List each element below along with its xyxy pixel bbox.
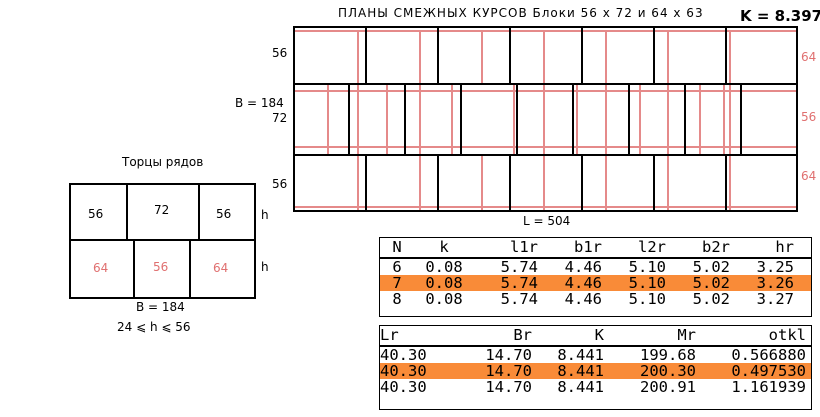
- k-value: K = 8.397: [740, 7, 820, 25]
- column-header: l1r: [510, 238, 538, 256]
- table-cell: 40.30: [380, 378, 427, 396]
- table-cell: 1.161939: [731, 378, 806, 396]
- table-cell: 8.441: [557, 346, 604, 364]
- course-row: [293, 83, 798, 156]
- ends-bottom-cell-2: 56: [153, 260, 168, 274]
- table-cell: 14.70: [485, 346, 532, 364]
- table-cell: 5.10: [628, 290, 666, 308]
- plan-title: ПЛАНЫ СМЕЖНЫХ КУРСОВ Блоки 56 x 72 и 64 …: [338, 6, 704, 20]
- column-header: K: [594, 326, 604, 344]
- plan-b-label: B = 184: [235, 96, 284, 110]
- black-block-lines: [293, 26, 798, 212]
- table-cell: 5.74: [500, 258, 538, 276]
- table-cell: 3.27: [756, 290, 794, 308]
- results-table: Lr Br K Mr otkl 40.30 14.70 8.441 199.68 0.56688…: [379, 325, 812, 410]
- table-cell: 8.441: [557, 378, 604, 396]
- course-row: [293, 26, 798, 85]
- row-label-right-1: 64: [801, 50, 816, 64]
- ends-top-cell-1: 56: [88, 207, 103, 221]
- column-header: hr: [775, 238, 794, 256]
- table-cell: 200.91: [640, 378, 696, 396]
- table-cell: 0.566880: [731, 346, 806, 364]
- column-header: Br: [513, 326, 532, 344]
- table-cell: 3.25: [756, 258, 794, 276]
- ends-bottom-cell-3: 64: [213, 261, 228, 275]
- column-header: Lr: [380, 326, 399, 344]
- header-separator: [380, 257, 811, 259]
- table-row[interactable]: 40.30 14.70 8.441 200.91 1.161939: [380, 379, 811, 395]
- column-header: otkl: [768, 326, 806, 344]
- row-label-right-3: 64: [801, 169, 816, 183]
- ends-diagram: [69, 183, 256, 299]
- table-row-selected[interactable]: 40.30 14.70 8.441 200.30 0.497530: [380, 363, 811, 379]
- table-cell: 4.46: [564, 258, 602, 276]
- table-row[interactable]: 8 0.08 5.74 4.46 5.10 5.02 3.27: [380, 291, 811, 307]
- row-label-left-3: 56: [272, 177, 287, 191]
- table-cell: 4.46: [564, 290, 602, 308]
- table-cell: 5.02: [692, 274, 730, 292]
- table-cell: 0.08: [425, 274, 463, 292]
- table-cell: 3.26: [756, 274, 794, 292]
- table-cell: 200.30: [640, 362, 696, 380]
- table-cell: 40.30: [380, 346, 427, 364]
- table-cell: 8.441: [557, 362, 604, 380]
- table-cell: 199.68: [640, 346, 696, 364]
- table-row[interactable]: 40.30 14.70 8.441 199.68 0.566880: [380, 347, 811, 363]
- table-cell: 8: [392, 290, 402, 308]
- row-label-right-2: 56: [801, 110, 816, 124]
- table-cell: 7: [392, 274, 402, 292]
- red-block-lines: [294, 30, 797, 211]
- table-row[interactable]: 6 0.08 5.74 4.46 5.10 5.02 3.25: [380, 259, 811, 275]
- ends-b-label: B = 184: [136, 300, 185, 314]
- plan-l-label: L = 504: [523, 214, 570, 228]
- ends-top-cell-3: 56: [216, 207, 231, 221]
- column-header: b2r: [702, 238, 730, 256]
- table-cell: 0.08: [425, 258, 463, 276]
- ends-title: Торцы рядов: [121, 155, 203, 169]
- results-table-header: Lr Br K Mr otkl: [380, 326, 811, 345]
- column-header: k: [439, 238, 449, 256]
- ends-bottom-cell-1: 64: [93, 261, 108, 275]
- column-header: N: [392, 238, 402, 256]
- row-label-left-1: 56: [272, 46, 287, 60]
- table-cell: 6: [392, 258, 402, 276]
- table-cell: 40.30: [380, 362, 427, 380]
- table-cell: 5.02: [692, 290, 730, 308]
- table-cell: 5.10: [628, 258, 666, 276]
- column-header: l2r: [638, 238, 666, 256]
- table-row-selected[interactable]: 7 0.08 5.74 4.46 5.10 5.02 3.26: [380, 275, 811, 291]
- table-cell: 14.70: [485, 362, 532, 380]
- table-cell: 0.497530: [731, 362, 806, 380]
- ends-h-label-top: h: [261, 208, 269, 222]
- h-range-label: 24 ⩽ h ⩽ 56: [117, 320, 191, 334]
- column-header: b1r: [574, 238, 602, 256]
- column-header: Mr: [677, 326, 696, 344]
- header-separator: [380, 345, 811, 347]
- course-row: [293, 154, 798, 212]
- table-cell: 5.02: [692, 258, 730, 276]
- table-cell: 5.10: [628, 274, 666, 292]
- table-cell: 5.74: [500, 290, 538, 308]
- table-cell: 0.08: [425, 290, 463, 308]
- table-cell: 4.46: [564, 274, 602, 292]
- row-label-left-2: 72: [272, 111, 287, 125]
- table-cell: 5.74: [500, 274, 538, 292]
- ends-top-cell-2: 72: [154, 203, 169, 217]
- ends-h-label-bottom: h: [261, 260, 269, 274]
- table-cell: 14.70: [485, 378, 532, 396]
